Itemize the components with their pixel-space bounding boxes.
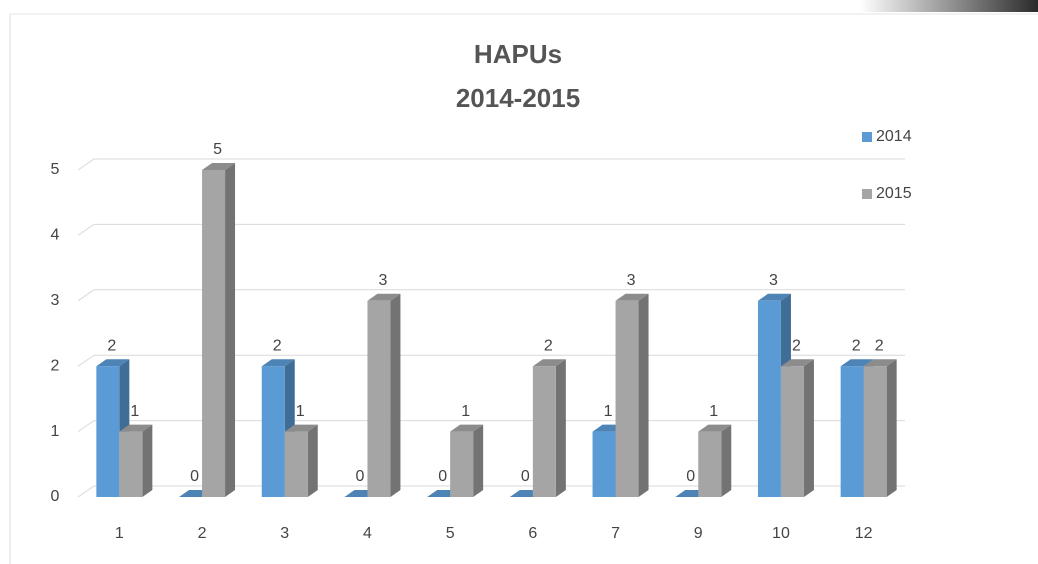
bar <box>698 431 722 497</box>
bar <box>757 300 781 497</box>
bar-top <box>532 359 566 367</box>
bar-side <box>473 424 484 497</box>
bar-top <box>450 424 484 432</box>
bar <box>284 431 308 497</box>
y-tick-label: 4 <box>51 227 60 244</box>
data-label: 0 <box>190 468 199 485</box>
x-tick-label: 10 <box>772 525 790 542</box>
data-label: 3 <box>378 272 387 289</box>
data-label: 0 <box>355 468 364 485</box>
bar-top <box>757 293 791 301</box>
y-tick-label: 5 <box>51 161 60 178</box>
data-label: 2 <box>792 337 801 354</box>
bar <box>261 366 285 497</box>
bar <box>863 366 887 497</box>
data-label: 1 <box>604 403 613 420</box>
bar <box>615 300 639 497</box>
grid-line <box>77 289 905 302</box>
x-tick-label: 1 <box>115 525 124 542</box>
bar-top <box>780 359 814 367</box>
x-tick-label: 3 <box>280 525 289 542</box>
bar-top <box>284 424 318 432</box>
data-label: 0 <box>686 468 695 485</box>
bar-side <box>555 359 566 497</box>
bar <box>532 366 556 497</box>
x-tick-label: 4 <box>363 525 372 542</box>
legend-swatch <box>862 132 872 142</box>
data-label: 0 <box>438 468 447 485</box>
bar-side <box>886 359 897 497</box>
legend-swatch <box>862 189 872 199</box>
data-label: 2 <box>107 337 116 354</box>
chart-title: HAPUs <box>474 39 562 69</box>
bar-side <box>307 424 318 497</box>
chart-subtitle: 2014-2015 <box>456 83 580 113</box>
bar-top <box>119 424 153 432</box>
data-label: 2 <box>852 337 861 354</box>
x-tick-label: 12 <box>855 525 873 542</box>
bar-top <box>863 359 897 367</box>
data-label: 2 <box>273 337 282 354</box>
x-tick-label: 7 <box>611 525 620 542</box>
x-tick-label: 5 <box>446 525 455 542</box>
data-label: 1 <box>709 403 718 420</box>
y-tick-label: 0 <box>51 488 60 505</box>
bar <box>96 366 120 497</box>
data-label: 0 <box>521 468 530 485</box>
data-label: 2 <box>875 337 884 354</box>
bar-side <box>803 359 814 497</box>
legend-label: 2014 <box>876 128 912 145</box>
data-label: 5 <box>213 141 222 158</box>
bar <box>592 431 616 497</box>
bar <box>450 431 474 497</box>
data-label: 1 <box>296 403 305 420</box>
data-label: 1 <box>461 403 470 420</box>
bar <box>119 431 143 497</box>
y-tick-label: 1 <box>51 423 60 440</box>
data-label: 1 <box>130 403 139 420</box>
bar <box>780 366 804 497</box>
bar-side <box>390 293 401 497</box>
bar-side <box>142 424 153 497</box>
bar-top <box>367 293 401 301</box>
y-tick-label: 2 <box>51 357 60 374</box>
x-tick-label: 2 <box>198 525 207 542</box>
data-label: 3 <box>627 272 636 289</box>
bar-top <box>96 359 130 367</box>
grid-line <box>77 158 905 171</box>
bar-side <box>638 293 649 497</box>
x-tick-label: 9 <box>694 525 703 542</box>
legend-label: 2015 <box>876 185 912 202</box>
grid-line <box>77 223 905 236</box>
bar-top <box>840 359 874 367</box>
bar-top <box>615 293 649 301</box>
bar <box>202 170 226 497</box>
data-label: 3 <box>769 272 778 289</box>
x-tick-label: 6 <box>528 525 537 542</box>
data-label: 2 <box>544 337 553 354</box>
bar-side <box>721 424 732 497</box>
bar-top <box>261 359 295 367</box>
bar <box>840 366 864 497</box>
bar-top <box>202 163 236 170</box>
bar-top <box>698 424 732 432</box>
bar <box>367 300 391 497</box>
bar-side <box>225 163 236 497</box>
y-tick-label: 3 <box>51 292 60 309</box>
corner-decoration <box>860 0 1038 12</box>
